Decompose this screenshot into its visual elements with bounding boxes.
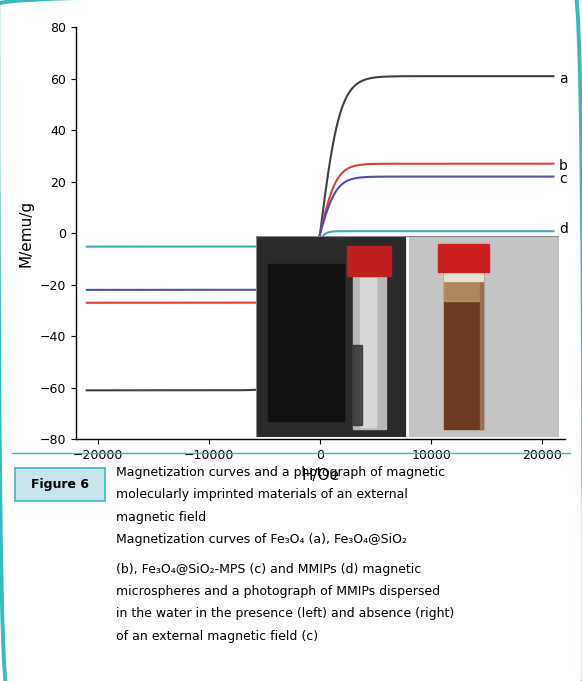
Text: in the water in the presence (left) and absence (right): in the water in the presence (left) and … <box>116 607 455 620</box>
Bar <box>353 272 386 429</box>
Text: of an external magnetic field (c): of an external magnetic field (c) <box>116 630 318 643</box>
Bar <box>438 244 489 272</box>
Bar <box>480 268 483 429</box>
Text: c: c <box>559 172 567 186</box>
Text: Magnetization curves and a photograph of magnetic: Magnetization curves and a photograph of… <box>116 466 446 479</box>
Text: Figure 6: Figure 6 <box>31 477 88 491</box>
Text: magnetic field: magnetic field <box>116 511 207 524</box>
Text: d: d <box>559 223 568 236</box>
X-axis label: H/Oe: H/Oe <box>301 468 339 483</box>
Bar <box>443 268 483 429</box>
Text: microspheres and a photograph of MMIPs dispersed: microspheres and a photograph of MMIPs d… <box>116 585 441 598</box>
Bar <box>353 345 362 425</box>
Y-axis label: M/emu/g: M/emu/g <box>19 200 34 267</box>
Bar <box>347 247 391 276</box>
Bar <box>407 236 559 437</box>
Text: (b), Fe₃O₄@SiO₂-MPS (c) and MMIPs (d) magnetic: (b), Fe₃O₄@SiO₂-MPS (c) and MMIPs (d) ma… <box>116 563 421 575</box>
Text: Magnetization curves of Fe₃O₄ (a), Fe₃O₄@SiO₂: Magnetization curves of Fe₃O₄ (a), Fe₃O₄… <box>116 533 407 546</box>
Bar <box>360 279 375 427</box>
Bar <box>443 276 483 300</box>
Text: molecularly imprinted materials of an external: molecularly imprinted materials of an ex… <box>116 488 409 501</box>
Bar <box>256 236 407 437</box>
Bar <box>268 264 344 421</box>
Bar <box>443 272 483 281</box>
Text: a: a <box>559 72 567 86</box>
Text: b: b <box>559 159 568 173</box>
